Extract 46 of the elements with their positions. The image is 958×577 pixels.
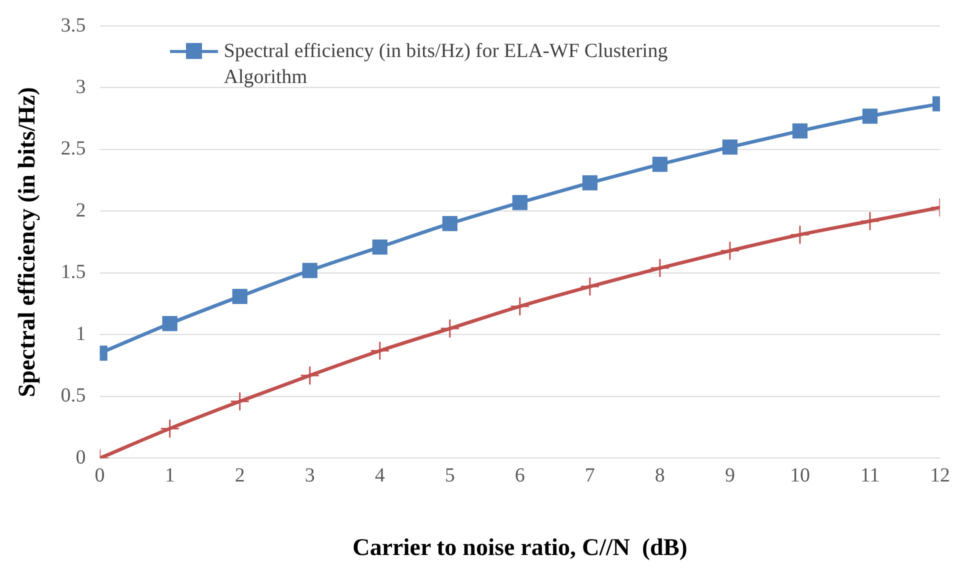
y-tick-label: 0.5 — [60, 384, 86, 407]
x-tick-label: 4 — [374, 464, 385, 486]
point — [160, 418, 180, 438]
point — [302, 262, 318, 278]
x-tick-label: 6 — [514, 464, 525, 486]
x-tick-label: 7 — [584, 464, 595, 486]
point — [510, 296, 530, 316]
y-tick-label: 2 — [76, 199, 86, 222]
x-tick-label: 12 — [930, 464, 950, 486]
point — [862, 108, 878, 124]
y-tick-label: 3.5 — [60, 14, 86, 36]
point — [162, 316, 178, 332]
point — [652, 156, 668, 172]
point — [860, 211, 880, 231]
y-axis-title: Spectral efficiency (in bits/Hz) — [14, 87, 41, 398]
legend-label: Spectral efficiency (in bits/Hz) for ELA-WF Clustering Algorithm — [224, 39, 669, 90]
x-tick-label: 11 — [860, 464, 880, 486]
x-tick-label: 1 — [164, 464, 175, 486]
y-tick-label: 3 — [76, 76, 86, 98]
y-tick-label: 1 — [76, 322, 86, 345]
point — [372, 239, 388, 255]
x-tick-label: 0 — [94, 464, 105, 486]
y-tick-label: 2.5 — [60, 138, 86, 160]
point — [650, 258, 670, 278]
point — [440, 318, 460, 338]
x-tick-label: 2 — [234, 464, 245, 486]
point — [582, 175, 598, 190]
point — [300, 366, 320, 386]
point — [722, 139, 738, 155]
point — [442, 216, 458, 232]
x-tick-label: 5 — [444, 464, 455, 486]
y-tick-label: 1.5 — [60, 261, 86, 284]
point — [790, 224, 810, 244]
x-tick-label: 8 — [654, 464, 665, 486]
x-tick-label: 10 — [790, 464, 810, 486]
point — [230, 392, 250, 412]
point — [720, 240, 740, 260]
x-tick-label: 9 — [724, 464, 735, 486]
point — [232, 288, 248, 304]
x-tick-label: 3 — [304, 464, 315, 486]
x-axis-title: Carrier to noise ratio, C//N (dB) — [352, 534, 688, 561]
point — [370, 341, 390, 361]
point — [512, 195, 528, 210]
y-tick-label: 0 — [76, 446, 86, 468]
point — [580, 276, 600, 296]
point — [792, 123, 808, 139]
